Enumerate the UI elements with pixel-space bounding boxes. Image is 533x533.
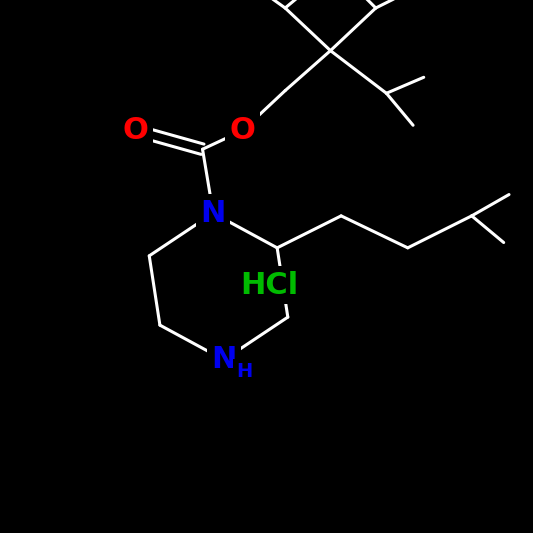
Text: O: O [123, 116, 149, 145]
Text: HCl: HCl [240, 271, 298, 300]
Text: N: N [211, 345, 237, 374]
Text: O: O [230, 116, 255, 145]
Text: H: H [236, 362, 252, 381]
Text: N: N [200, 199, 226, 228]
